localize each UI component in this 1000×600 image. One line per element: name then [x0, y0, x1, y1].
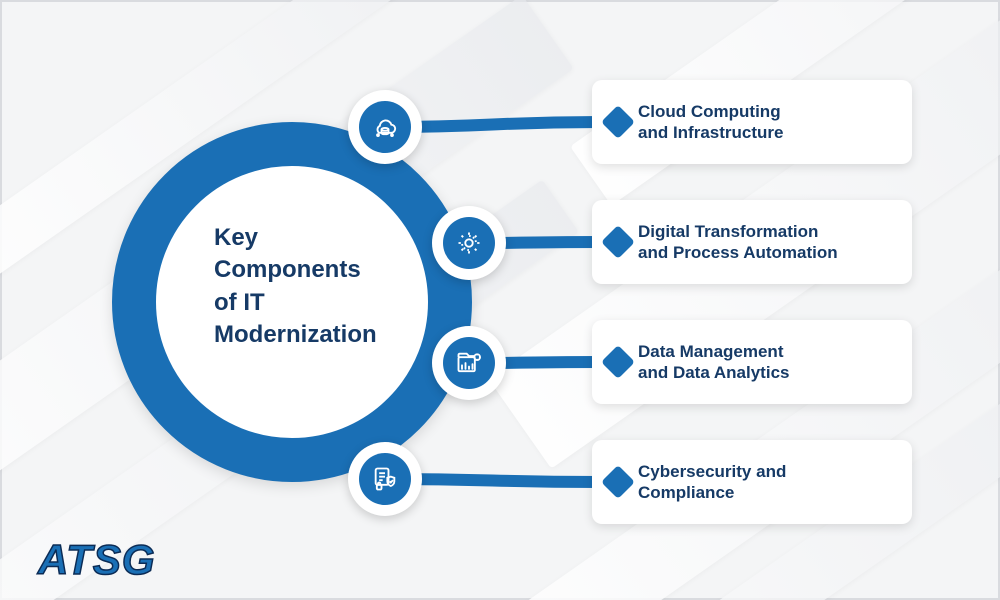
- brand-logo: ATSG: [38, 536, 156, 584]
- node-security: [348, 442, 422, 516]
- title-line: Modernization: [214, 319, 377, 351]
- card-notch: [601, 345, 635, 379]
- card-notch: [601, 225, 635, 259]
- card-line: Data Management: [638, 341, 789, 362]
- card-text: Cybersecurity and Compliance: [638, 461, 786, 504]
- card-text: Cloud Computing and Infrastructure: [638, 101, 783, 144]
- card-notch: [601, 105, 635, 139]
- card-data: Data Management and Data Analytics: [592, 320, 912, 404]
- center-title: Key Components of IT Modernization: [214, 222, 377, 352]
- analytics-icon: [443, 337, 495, 389]
- node-digital: [432, 206, 506, 280]
- infographic-canvas: Key Components of IT Modernization: [0, 0, 1000, 600]
- title-line: Key: [214, 222, 377, 254]
- card-text: Digital Transformation and Process Autom…: [638, 221, 838, 264]
- card-text: Data Management and Data Analytics: [638, 341, 789, 384]
- card-line: and Data Analytics: [638, 362, 789, 383]
- gear-icon: [443, 217, 495, 269]
- title-line: of IT: [214, 287, 377, 319]
- card-cloud: Cloud Computing and Infrastructure: [592, 80, 912, 164]
- shield-icon: [359, 453, 411, 505]
- card-line: and Infrastructure: [638, 122, 783, 143]
- node-data: [432, 326, 506, 400]
- cloud-icon: [359, 101, 411, 153]
- card-line: and Process Automation: [638, 242, 838, 263]
- title-line: Components: [214, 254, 377, 286]
- card-security: Cybersecurity and Compliance: [592, 440, 912, 524]
- card-notch: [601, 465, 635, 499]
- card-line: Cloud Computing: [638, 101, 783, 122]
- card-line: Cybersecurity and: [638, 461, 786, 482]
- card-line: Digital Transformation: [638, 221, 838, 242]
- node-cloud: [348, 90, 422, 164]
- card-line: Compliance: [638, 482, 786, 503]
- card-digital: Digital Transformation and Process Autom…: [592, 200, 912, 284]
